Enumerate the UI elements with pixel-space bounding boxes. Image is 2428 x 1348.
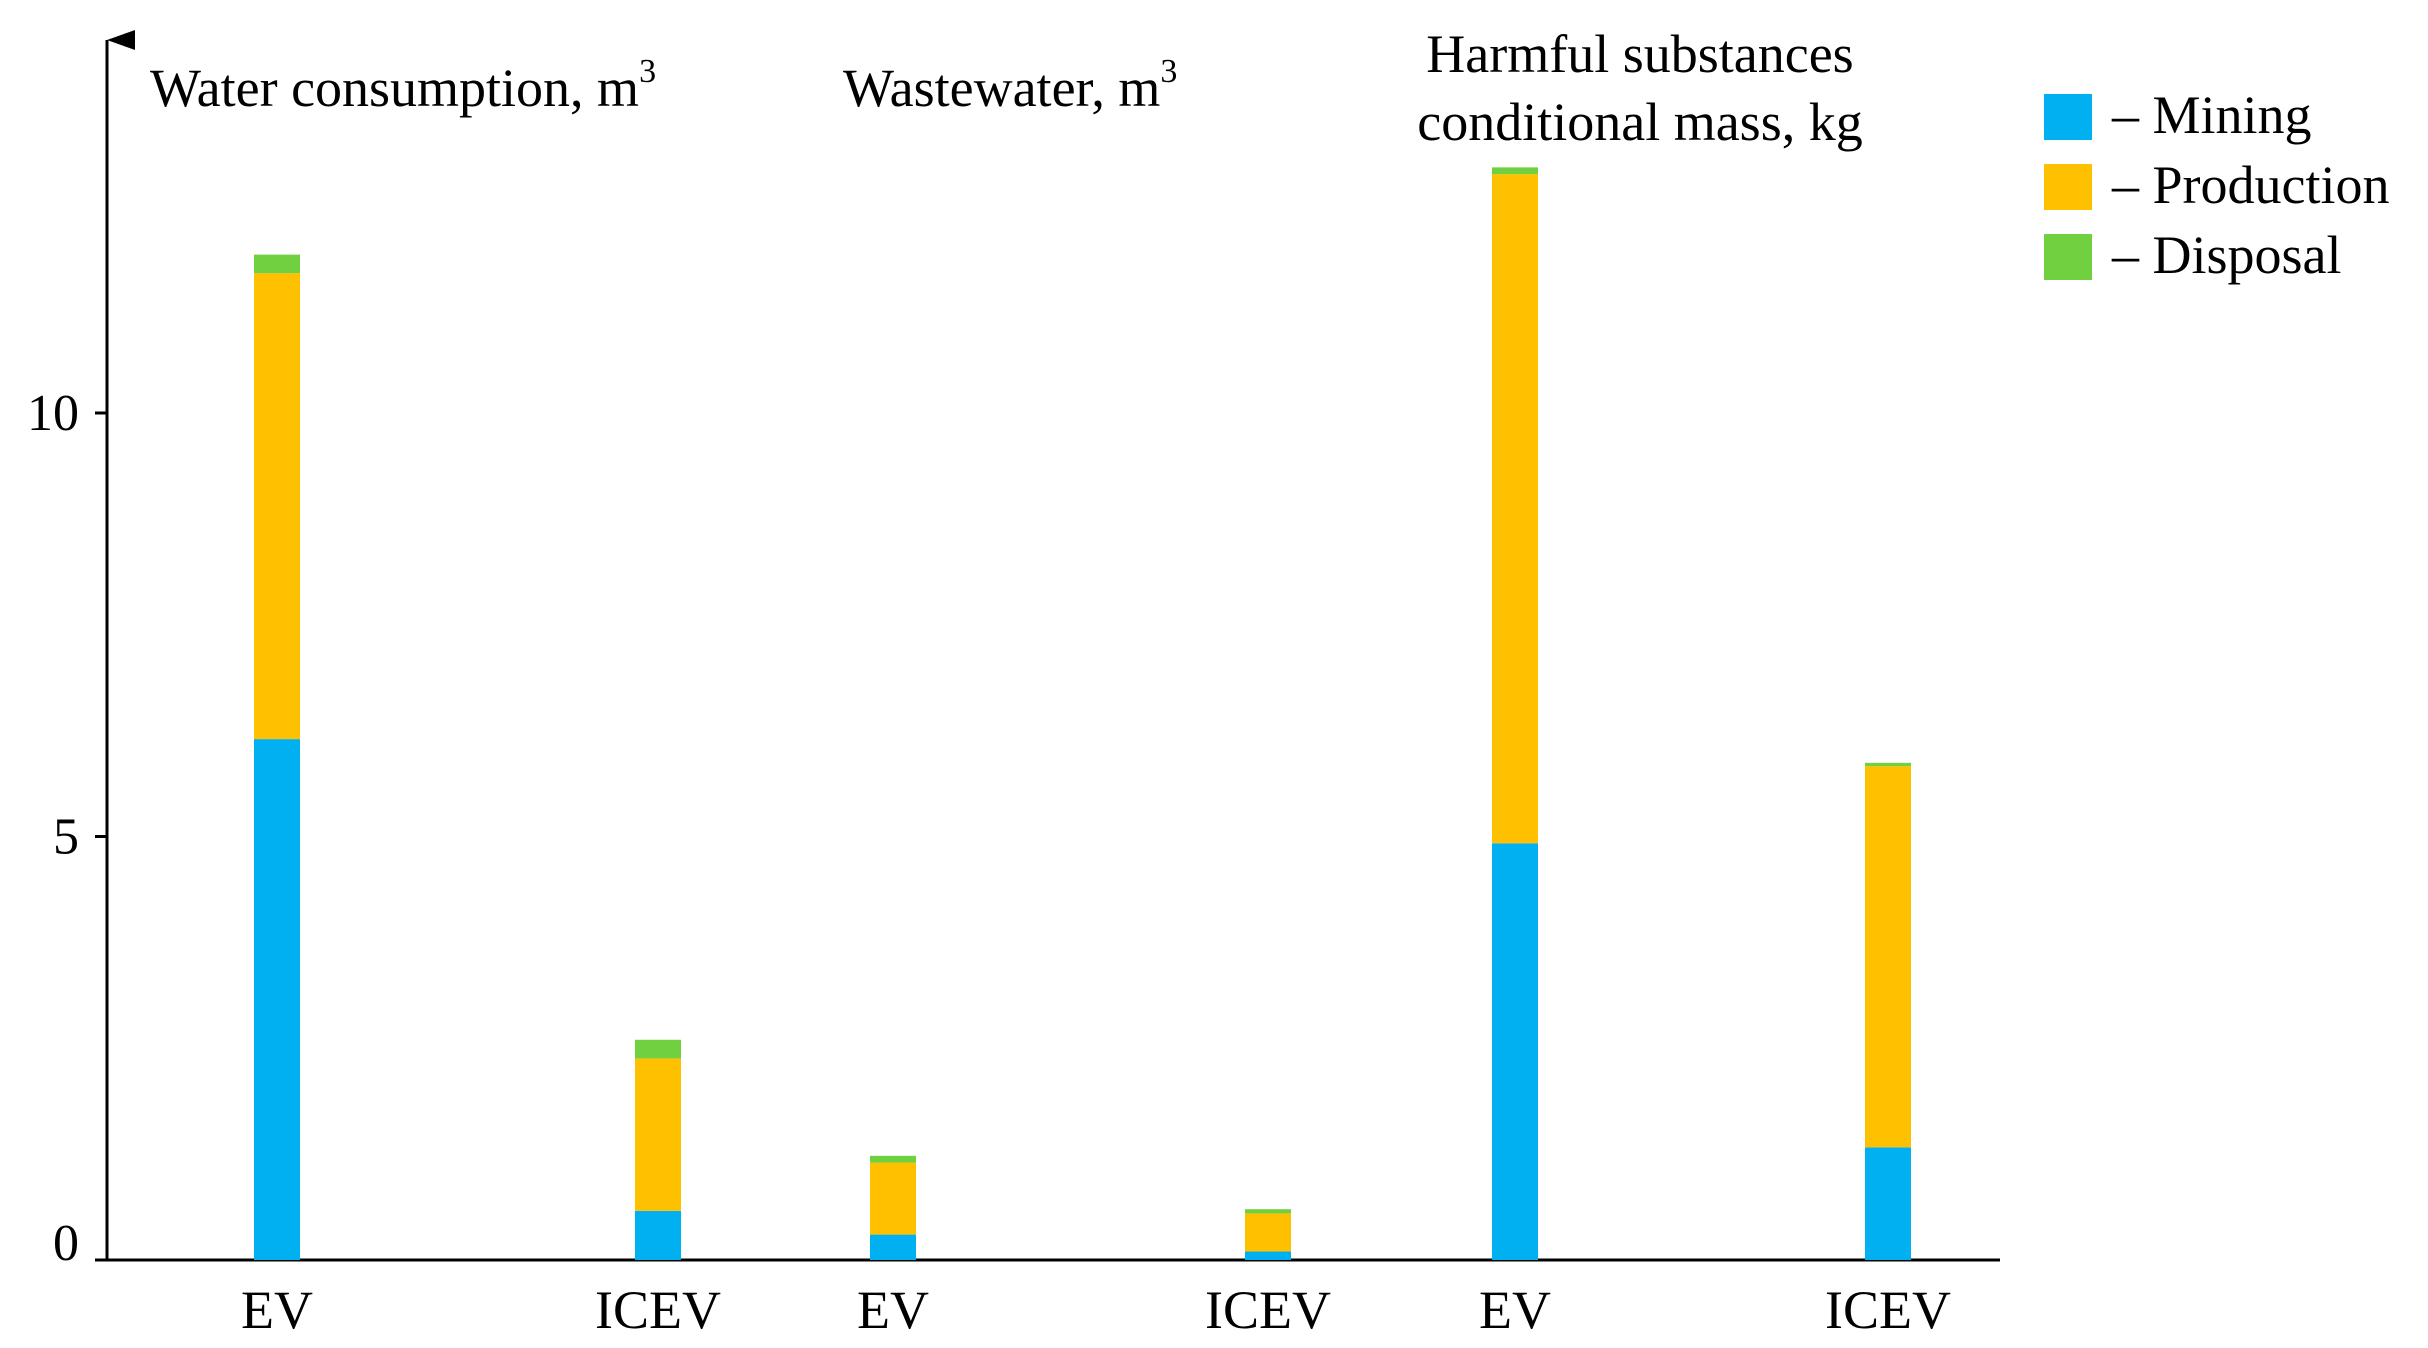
category-label: ICEV [1825,1280,1951,1340]
bar-segment-mining [1492,843,1538,1260]
category-label: EV [857,1280,929,1340]
bar-segment-mining [635,1210,681,1260]
y-tick-label: 5 [53,809,79,866]
bar-segment-disposal [1865,762,1911,767]
bar-segment-production [870,1162,916,1235]
group-title-water-consumption: Water consumption, m3 [150,53,656,118]
bar-segment-mining [1865,1147,1911,1260]
legend-label-production: – Production [2111,155,2390,215]
bar-segment-production [635,1058,681,1211]
legend-swatch-disposal [2044,234,2092,280]
group-title-harmful-substances-line2: conditional mass, kg [1417,92,1862,152]
legend-swatch-production [2044,164,2092,210]
y-tick-label: 0 [53,1215,79,1272]
bars [254,167,1911,1260]
legend-swatch-mining [2044,94,2092,140]
bar-segment-disposal [870,1155,916,1163]
legend-label-disposal: – Disposal [2111,225,2342,285]
bar-segment-disposal [1245,1209,1291,1214]
bar-segment-disposal [1492,167,1538,175]
bar-segment-production [254,273,300,740]
category-label: EV [241,1280,313,1340]
bar-segment-disposal [635,1039,681,1059]
category-label: ICEV [1205,1280,1331,1340]
bar-segment-production [1865,766,1911,1148]
bar-segment-mining [254,739,300,1260]
axes: 0 5 10 [27,30,2000,1272]
bar-segment-production [1492,174,1538,844]
category-label: ICEV [595,1280,721,1340]
legend: – Mining – Production – Disposal [2044,85,2390,285]
bar-segment-mining [1245,1251,1291,1260]
group-title-superscript: 3 [639,53,656,90]
category-label: EV [1479,1280,1551,1340]
bar-segment-mining [870,1234,916,1260]
bar-segment-disposal [254,254,300,274]
group-title-text: Water consumption, m [150,58,639,118]
legend-label-mining: – Mining [2111,85,2312,145]
bar-segment-production [1245,1213,1291,1252]
group-title-superscript: 3 [1160,53,1177,90]
group-title-wastewater: Wastewater, m3 [843,53,1177,118]
group-title-harmful-substances: Harmful substances [1426,24,1853,84]
y-tick-label: 10 [27,385,79,442]
group-title-text: Wastewater, m [843,58,1160,118]
